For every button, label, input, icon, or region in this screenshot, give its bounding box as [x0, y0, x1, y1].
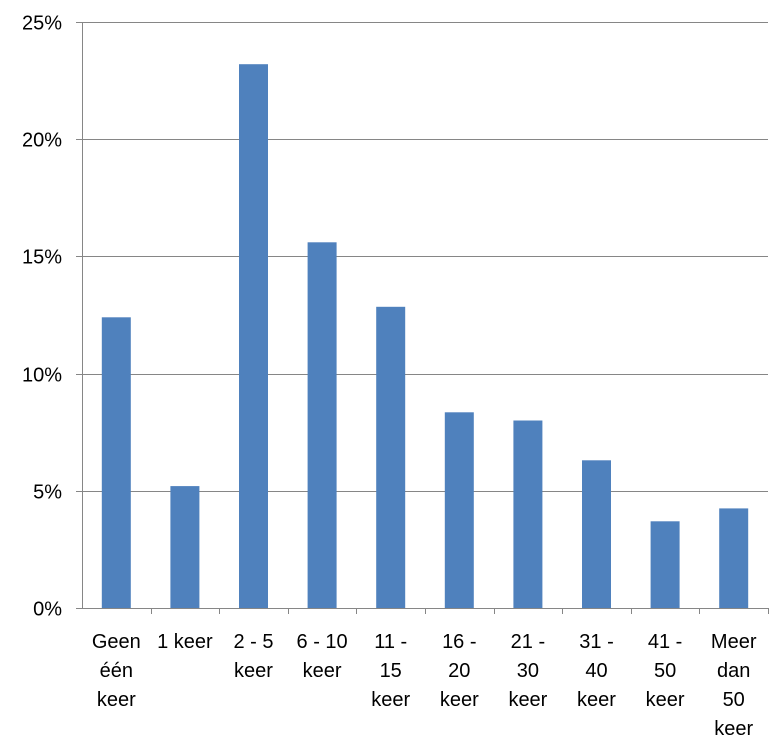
x-tick-label: Meer dan 50 keer [711, 631, 757, 740]
x-tick-label: 1 keer [157, 631, 213, 653]
y-tick-label: 25% [22, 13, 62, 35]
x-tick-label: 16 -20 keer [440, 631, 479, 711]
x-axis-category-labels: Geen één keer 1 keer 2 - 5 keer 6 - 10 keer 11 -… [92, 631, 757, 740]
x-tick-label: 2 - 5 keer [233, 631, 273, 682]
x-tick-label: 31 -40 keer [577, 631, 616, 711]
bars [101, 64, 749, 609]
x-tick-label: 6 - 10 keer [297, 631, 348, 682]
bar [307, 242, 337, 609]
bar [376, 306, 406, 608]
axes [76, 22, 769, 614]
x-tick-label: 41 -50 keer [646, 631, 685, 711]
y-tick-label: 15% [22, 247, 62, 269]
bar [239, 64, 268, 608]
y-tick-label: 20% [22, 130, 62, 152]
bar [444, 412, 474, 608]
x-tick-label: Geen één keer [92, 631, 141, 711]
bar [650, 521, 680, 608]
bar [170, 486, 200, 608]
bar [582, 460, 611, 608]
y-tick-label: 0% [33, 599, 62, 621]
bar [719, 508, 749, 608]
y-tick-label: 5% [33, 482, 62, 504]
x-tick-label: 21 -30 keer [508, 631, 547, 711]
y-axis-tick-labels: 0% 5% 10% 15% 20% 25% [22, 13, 62, 621]
bar [513, 420, 543, 608]
y-tick-label: 10% [22, 365, 62, 387]
x-tick-label: 11 -15 keer [371, 631, 410, 711]
bar [101, 317, 131, 608]
